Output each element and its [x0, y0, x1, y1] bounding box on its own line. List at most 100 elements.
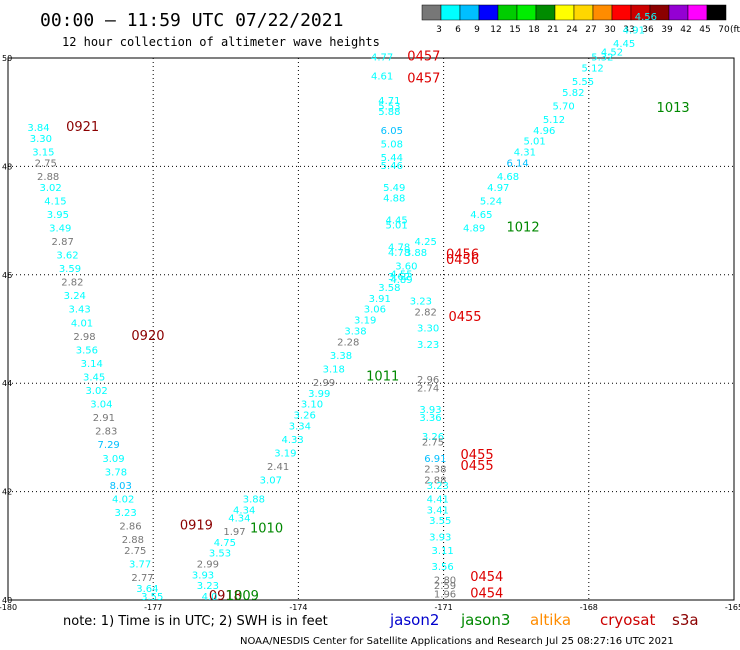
swh-value-label: 3.02 — [85, 386, 107, 397]
swh-value-label: 3.60 — [395, 261, 417, 272]
colorbar-tick-label: 21 — [547, 25, 558, 35]
colorbar-tick-label: 33 — [623, 25, 634, 35]
swh-value-label: 2.98 — [73, 332, 95, 343]
swh-value-label: 4.55 — [390, 270, 412, 281]
swh-value-label: 3.53 — [209, 549, 231, 560]
swh-value-label: 2.75 — [124, 546, 146, 557]
swh-value-label: 3.91 — [369, 294, 391, 305]
swh-value-label: 3.88 — [405, 248, 427, 259]
swh-value-label: 4.02 — [112, 494, 134, 505]
swh-value-label: 5.32 — [591, 53, 613, 64]
swh-value-label: 3.93 — [429, 532, 451, 543]
swh-value-label: 2.75 — [422, 438, 444, 449]
pass-time-label: 0456 — [446, 248, 479, 263]
swh-value-label: 3.30 — [417, 324, 439, 335]
swh-value-label: 4.96 — [533, 126, 555, 137]
swh-value-label: 5.24 — [480, 196, 502, 207]
swh-value-label: 4.01 — [71, 318, 93, 329]
y-tick-label: 50 — [2, 54, 12, 63]
swh-value-label: 3.06 — [364, 305, 386, 316]
colorbar-tick-label: 39 — [661, 25, 673, 35]
swh-value-label: 3.04 — [90, 400, 112, 411]
swh-value-label: 2.91 — [93, 413, 115, 424]
swh-value-label: 3.07 — [260, 475, 282, 486]
plot-frame — [7, 57, 735, 601]
colorbar-swatch — [421, 4, 442, 21]
legend-entry-altika: altika — [530, 611, 571, 629]
swh-value-label: 4.89 — [390, 275, 412, 286]
swh-value-label: 3.56 — [432, 562, 454, 573]
pass-time-label: 1012 — [507, 220, 540, 235]
swh-value-label: 3.26 — [422, 432, 444, 443]
swh-value-label: 3.14 — [81, 359, 103, 370]
swh-value-label: 3.93 — [419, 405, 441, 416]
swh-value-label: 2.59 — [434, 581, 456, 592]
track-s3a: 3.843.303.152.752.883.024.153.953.492.87… — [27, 120, 242, 604]
pass-time-label: 0457 — [407, 50, 440, 65]
swh-value-label: 6.91 — [424, 454, 446, 465]
swh-value-label: 5.12 — [543, 115, 565, 126]
pass-time-label: 0918 — [209, 589, 242, 604]
swh-value-label: 4.77 — [371, 53, 393, 64]
swh-value-label: 1.97 — [223, 527, 245, 538]
x-tick-label: -168 — [580, 603, 598, 612]
swh-value-label: 4.34 — [233, 505, 255, 516]
swh-value-label: 2.77 — [131, 573, 153, 584]
swh-value-label: 4.0 — [202, 592, 218, 603]
x-tick-label: -165 — [725, 603, 740, 612]
colorbar-tick-label: 70 — [718, 25, 730, 35]
colorbar-swatch — [611, 4, 632, 21]
swh-value-label: 3.38 — [330, 351, 352, 362]
swh-value-label: 4.45 — [613, 39, 635, 50]
colorbar-swatch — [459, 4, 480, 21]
swh-value-label: 4.25 — [415, 237, 437, 248]
colorbar-unit: (ft) — [730, 25, 740, 35]
swh-value-label: 3.45 — [83, 372, 105, 383]
swh-value-label: 2.87 — [52, 237, 74, 248]
swh-value-label: 4.91 — [623, 26, 645, 37]
swh-value-label: 3.19 — [354, 316, 376, 327]
swh-value-label: 4.41 — [427, 494, 449, 505]
colorbar-tick-label: 15 — [509, 25, 520, 35]
colorbar-tick-label: 24 — [566, 25, 578, 35]
swh-value-label: 2.38 — [424, 465, 446, 476]
swh-value-label: 2.88 — [37, 172, 59, 183]
swh-value-label: 3.56 — [76, 345, 98, 356]
swh-value-label: 2.82 — [61, 278, 83, 289]
pass-time-label: 1010 — [250, 521, 283, 536]
footnote: note: 1) Time is in UTC; 2) SWH is in fe… — [63, 614, 328, 629]
swh-value-label: 4.15 — [44, 196, 66, 207]
swh-value-label: 3.18 — [323, 364, 345, 375]
swh-value-label: 3.84 — [27, 123, 49, 134]
swh-value-label: 5.01 — [523, 137, 545, 148]
swh-value-label: 4.33 — [281, 435, 303, 446]
swh-value-label: 5.08 — [381, 139, 403, 150]
swh-value-label: 4.31 — [514, 148, 536, 159]
swh-value-label: 8.03 — [110, 481, 132, 492]
swh-value-label: 3.23 — [197, 581, 219, 592]
colorbar-tick-label: 12 — [490, 25, 501, 35]
swh-value-label: 4.71 — [378, 96, 400, 107]
x-tick-label: -177 — [144, 603, 162, 612]
credit-line: NOAA/NESDIS Center for Satellite Applica… — [240, 636, 674, 647]
swh-value-label: 4.78 — [388, 242, 410, 253]
x-tick-label: -171 — [435, 603, 453, 612]
colorbar-swatch — [668, 4, 689, 21]
colorbar-tick-label: 30 — [604, 25, 616, 35]
pass-time-label: 0455 — [461, 448, 494, 463]
y-tick-label: 40 — [2, 596, 12, 605]
colorbar-swatch — [687, 4, 708, 21]
swh-value-label: 2.82 — [415, 307, 437, 318]
colorbar-swatch — [706, 4, 727, 21]
track-cryosat: 4.77 4.61 4.715.535.88 6.05 5.08 5.445.46 5.49… — [371, 50, 503, 602]
grid — [8, 58, 734, 600]
swh-value-label: 4.97 — [487, 183, 509, 194]
swh-value-label: 3.95 — [47, 210, 69, 221]
colorbar-tick-label: 6 — [455, 25, 461, 35]
swh-value-label: 3.58 — [378, 283, 400, 294]
swh-value-label: 4.56 — [635, 12, 657, 23]
swh-value-label: 3.49 — [49, 223, 71, 234]
colorbar-tick-label: 9 — [474, 25, 480, 35]
swh-value-label: 3.41 — [427, 505, 449, 516]
swh-value-label: 2.80 — [434, 576, 456, 587]
